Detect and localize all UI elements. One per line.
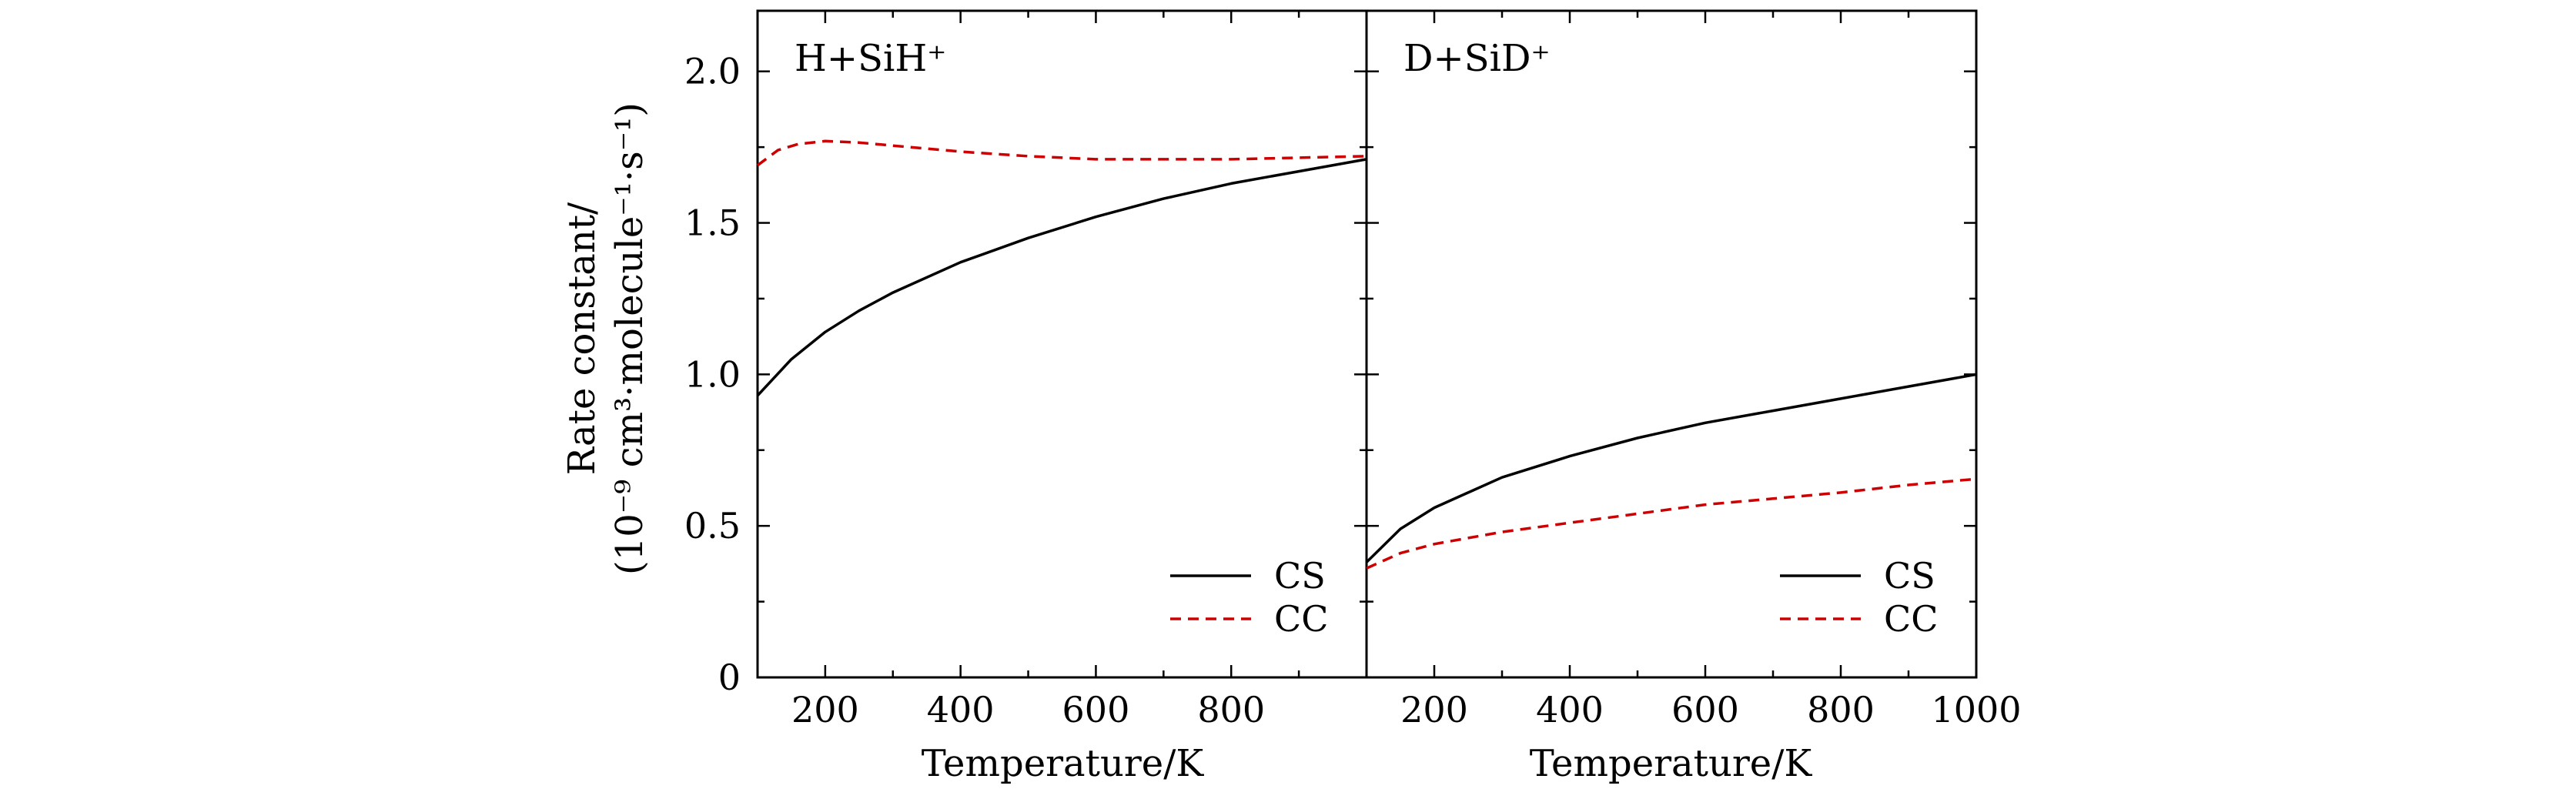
x-tick-label: 600 <box>1671 689 1739 730</box>
panel-label: D+SiD⁺ <box>1403 37 1551 80</box>
y-axis-title-line1: Rate constant/ <box>560 202 604 475</box>
legend-label-cc: CC <box>1274 598 1328 640</box>
y-tick-label: 0.5 <box>684 505 741 547</box>
x-tick-label: 400 <box>1536 689 1604 730</box>
y-tick-label: 0 <box>718 657 741 698</box>
y-tick-label: 2.0 <box>684 51 741 92</box>
legend-label-cs: CS <box>1884 555 1935 597</box>
y-tick-label: 1.5 <box>684 202 741 244</box>
x-tick-label: 200 <box>1400 689 1468 730</box>
x-tick-label: 200 <box>791 689 859 730</box>
x-tick-label: 600 <box>1062 689 1130 730</box>
panel-label: H+SiH⁺ <box>795 37 947 80</box>
x-tick-label: 1000 <box>1931 689 2021 730</box>
y-axis-title-group: Rate constant/ (10⁻⁹ cm³·molecule⁻¹·s⁻¹) <box>560 102 651 575</box>
legend-label-cc: CC <box>1884 598 1938 640</box>
x-axis-title-right: Temperature/K <box>1530 742 1813 785</box>
series-line-cs <box>1365 373 1977 563</box>
plot-frame <box>1365 9 1978 679</box>
series-line-cc <box>756 139 1367 167</box>
y-tick-label: 1.0 <box>684 353 741 395</box>
x-tick-label: 800 <box>1807 689 1875 730</box>
x-tick-label: 400 <box>927 689 995 730</box>
series-line-cs <box>756 158 1367 397</box>
legend-label-cs: CS <box>1274 555 1326 597</box>
x-axis-title-left: Temperature/K <box>922 742 1205 785</box>
y-axis-title-line2: (10⁻⁹ cm³·molecule⁻¹·s⁻¹) <box>608 102 651 575</box>
x-tick-label: 800 <box>1197 689 1265 730</box>
series-line-cc <box>1366 477 1977 570</box>
